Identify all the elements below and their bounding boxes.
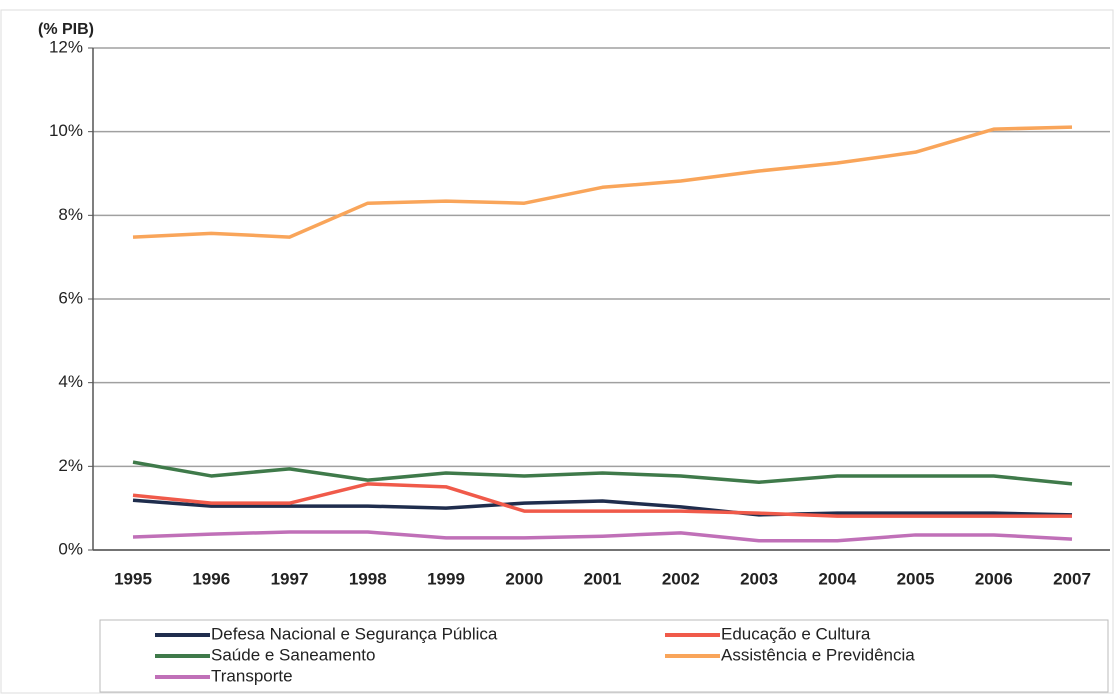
x-tick-label: 1998 bbox=[349, 569, 387, 588]
x-tick-label: 2006 bbox=[975, 569, 1013, 588]
legend-label: Assistência e Previdência bbox=[721, 645, 915, 664]
x-tick-label: 2000 bbox=[505, 569, 543, 588]
x-tick-label: 2005 bbox=[897, 569, 935, 588]
x-tick-label: 2004 bbox=[818, 569, 856, 588]
series-line bbox=[132, 482, 1072, 518]
x-tick-label: 1997 bbox=[271, 569, 309, 588]
x-tick-label: 2007 bbox=[1053, 569, 1091, 588]
series-line bbox=[132, 460, 1073, 486]
y-tick-label: 4% bbox=[58, 372, 83, 391]
x-tick-label: 1995 bbox=[114, 569, 152, 588]
x-tick-label: 1999 bbox=[427, 569, 465, 588]
legend-label: Defesa Nacional e Segurança Pública bbox=[211, 624, 498, 643]
series-line bbox=[132, 498, 1073, 517]
legend-label: Saúde e Saneamento bbox=[211, 645, 375, 664]
y-tick-label: 12% bbox=[49, 37, 83, 56]
y-tick-label: 8% bbox=[58, 205, 83, 224]
chart-border bbox=[0, 9, 1114, 694]
y-tick-label: 0% bbox=[58, 539, 83, 558]
x-tick-label: 2003 bbox=[740, 569, 778, 588]
legend-label: Transporte bbox=[211, 666, 293, 685]
series-line bbox=[132, 125, 1073, 239]
series-line bbox=[132, 530, 1073, 543]
x-tick-label: 2002 bbox=[662, 569, 700, 588]
x-tick-label: 2001 bbox=[584, 569, 622, 588]
legend-label: Educação e Cultura bbox=[721, 624, 871, 643]
y-tick-label: 10% bbox=[49, 121, 83, 140]
y-tick-label: 2% bbox=[58, 456, 83, 475]
legend-box bbox=[99, 619, 1109, 693]
y-tick-label: 6% bbox=[58, 288, 83, 307]
y-axis-label: (% PIB) bbox=[38, 21, 94, 38]
x-tick-label: 1996 bbox=[192, 569, 230, 588]
